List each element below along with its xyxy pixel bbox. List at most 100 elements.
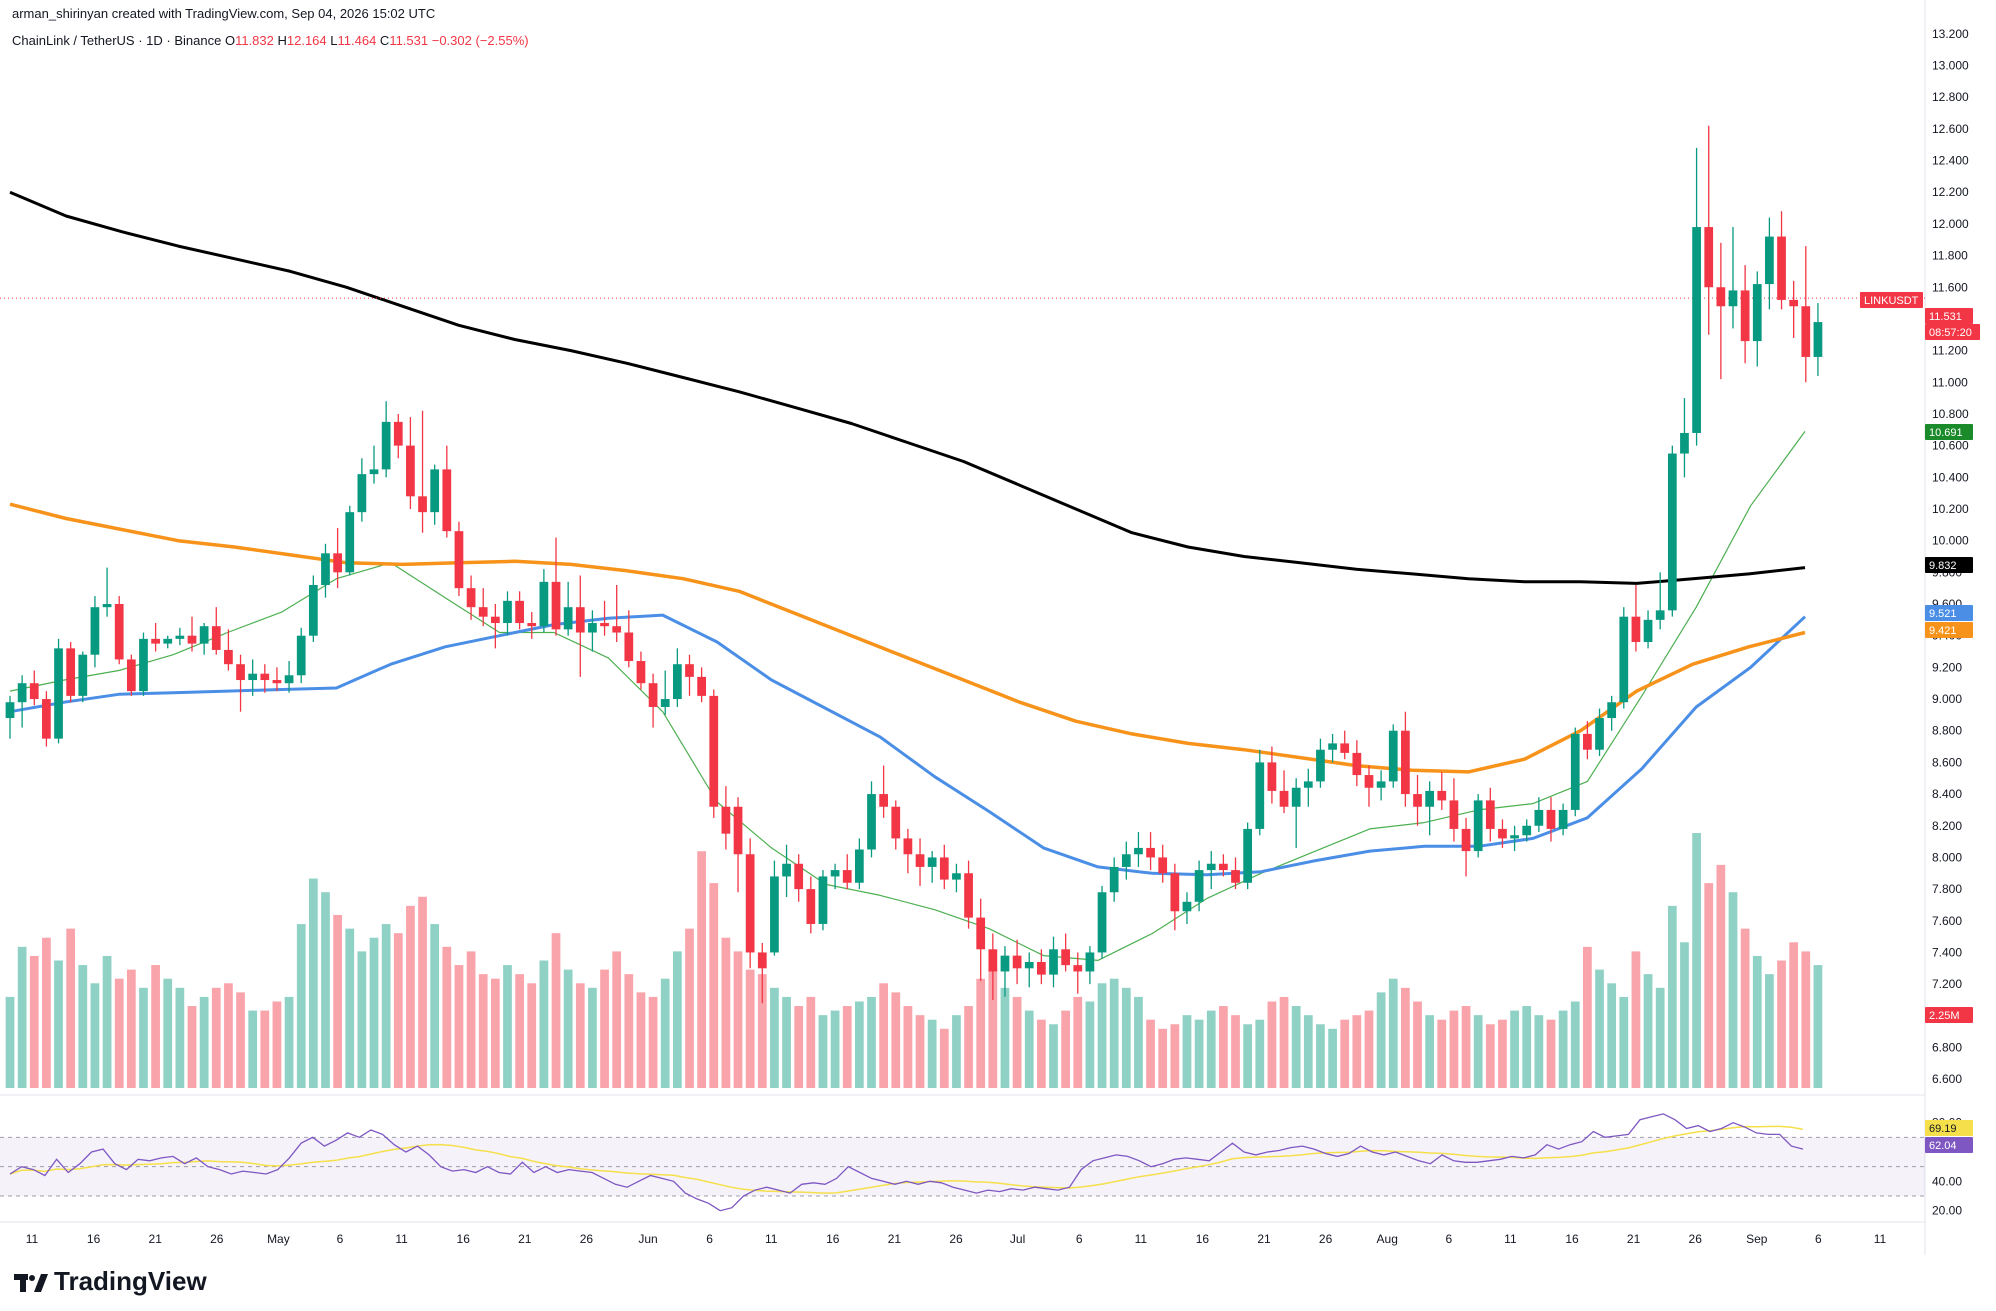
candle-body (1449, 800, 1459, 829)
volume-bar (1364, 1010, 1374, 1088)
volume-bar (1485, 1024, 1495, 1088)
volume-bar (1170, 1024, 1180, 1088)
price-tick-label: 10.000 (1932, 534, 1969, 548)
price-badge (1925, 1137, 1973, 1153)
candle-body (1777, 236, 1786, 300)
tradingview-logo[interactable]: TradingView (14, 1266, 207, 1297)
volume-bar (211, 987, 221, 1088)
time-tick-label: 11 (1504, 1232, 1517, 1246)
candle-body (187, 635, 197, 644)
price-badge-text: 2.25M (1929, 1010, 1960, 1022)
time-tick-label: 6 (1076, 1232, 1083, 1246)
volume-bar (1680, 942, 1689, 1088)
volume-bar (563, 969, 573, 1088)
price-tick-label: 10.600 (1932, 439, 1969, 453)
candle-body (1401, 730, 1410, 795)
candle-body (284, 675, 294, 684)
candle-body (78, 654, 88, 696)
volume-bar (54, 960, 63, 1088)
volume-bar (1146, 1019, 1155, 1088)
candle-body (891, 806, 901, 839)
volume-bar (478, 974, 488, 1088)
candle-body (527, 623, 537, 627)
price-tick-label: 8.200 (1932, 819, 1962, 833)
volume-bar (175, 987, 185, 1088)
candle-body (818, 876, 828, 924)
price-tick-label: 12.800 (1932, 90, 1969, 104)
volume-bar (1667, 905, 1677, 1088)
candle-body (102, 604, 112, 608)
candle-body (66, 648, 76, 696)
candle-body (151, 638, 160, 644)
volume-bar (1206, 1010, 1216, 1088)
candle-body (660, 699, 670, 707)
open-label: O (224, 33, 236, 48)
volume-bar (1243, 1024, 1253, 1088)
price-badge (1925, 557, 1973, 573)
price-badge (1925, 622, 1973, 638)
volume-bar (1546, 1019, 1556, 1088)
volume-bar (1000, 987, 1010, 1088)
price-badge-text: 10.691 (1929, 427, 1963, 439)
volume-bar (1595, 969, 1604, 1088)
candle-body (1376, 781, 1386, 788)
volume-bar (1388, 978, 1398, 1088)
price-tick-label: 13.000 (1932, 59, 1969, 73)
candle-body (1534, 809, 1544, 826)
candle-body (406, 445, 415, 497)
candle-body (1558, 809, 1568, 829)
volume-bar (393, 933, 403, 1088)
volume-bar (1291, 1006, 1301, 1088)
volume-bar (1012, 996, 1022, 1088)
price-tick-label: 10.400 (1932, 470, 1969, 484)
time-axis: 11 16 21 26 May 6 11 16 21 26 Jun 6 11 16 21 26 Jul 6 11 16… (26, 1232, 1887, 1246)
candle-body (1692, 227, 1701, 433)
candle-body (224, 649, 233, 665)
candle-body (1583, 733, 1592, 750)
candle-body (879, 794, 888, 807)
volume-bar (418, 896, 427, 1088)
candle-body (466, 588, 476, 608)
volume-bar (636, 992, 646, 1088)
time-tick-label: 21 (149, 1232, 163, 1246)
tradingview-logo-icon (14, 1274, 48, 1293)
candle-body (1037, 961, 1046, 975)
volume-bar (588, 987, 597, 1088)
volume-bar (964, 1006, 973, 1088)
symbol-ohlc-header: ChainLink / TetherUS · 1D · Binance O11.… (12, 33, 529, 48)
candle-body (1680, 432, 1689, 454)
candle-body (1607, 702, 1617, 719)
volume-bar (1704, 883, 1714, 1088)
candle-body (964, 873, 973, 918)
price-badge (1925, 1007, 1973, 1023)
volume-bar (1049, 1024, 1058, 1088)
time-tick-label: 11 (26, 1232, 39, 1246)
high-value: 12.164 (286, 33, 327, 48)
time-tick-label: 26 (210, 1232, 224, 1246)
rsi-tick-label: 20.00 (1932, 1204, 1962, 1218)
price-tick-label: 7.600 (1932, 914, 1962, 928)
price-tick-label: 13.200 (1932, 27, 1969, 41)
symbol-name[interactable]: ChainLink / TetherUS · 1D · Binance (12, 33, 222, 48)
volume-bar (272, 1001, 282, 1088)
volume-bar (1061, 1010, 1071, 1088)
time-tick-label: Jun (638, 1232, 657, 1246)
candle-body (1170, 873, 1180, 912)
price-tick-label: 12.200 (1932, 185, 1969, 199)
candle-body (321, 553, 330, 586)
time-tick-label: 26 (580, 1232, 594, 1246)
candle-body (612, 626, 622, 633)
volume-bar (854, 1001, 864, 1088)
ma20-line (9, 613, 1807, 877)
volume-bar (1401, 987, 1410, 1088)
candle-body (539, 581, 549, 627)
candle-body (1146, 847, 1155, 858)
candle-body (1303, 781, 1313, 788)
candle-body (927, 857, 937, 867)
candle-body (442, 469, 452, 532)
volume-bar (90, 983, 100, 1088)
volume-bar (1267, 1001, 1277, 1088)
candle-body (308, 585, 318, 636)
time-tick-label: 26 (1319, 1232, 1333, 1246)
